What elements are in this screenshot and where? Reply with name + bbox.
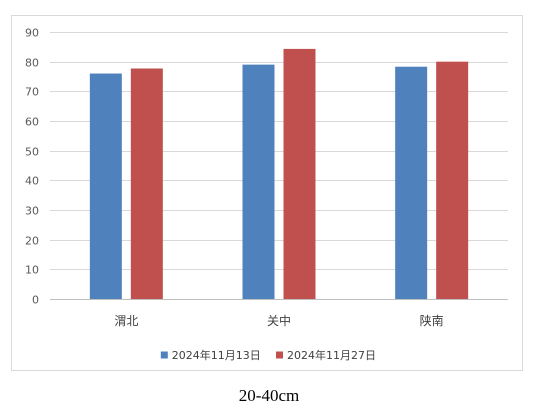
chart-caption: 20-40cm bbox=[238, 386, 300, 405]
bar-1-1 bbox=[89, 73, 122, 300]
legend: 2024年11月13日 2024年11月27日 bbox=[160, 348, 376, 362]
bar-1-2 bbox=[242, 64, 275, 299]
legend-label: 2024年11月13日 bbox=[172, 348, 261, 362]
y-tick-label: 50 bbox=[25, 146, 39, 159]
y-tick-label: 10 bbox=[25, 264, 39, 277]
y-tick-label: 30 bbox=[25, 205, 39, 218]
bars bbox=[89, 48, 469, 300]
bar-2-2 bbox=[283, 48, 316, 299]
bar-2-1 bbox=[130, 68, 163, 300]
x-category-label: 渭北 bbox=[114, 314, 138, 328]
legend-swatch bbox=[276, 351, 283, 359]
y-tick-label: 0 bbox=[32, 294, 39, 307]
y-tick-label: 70 bbox=[25, 86, 39, 99]
y-tick-label: 40 bbox=[25, 175, 39, 188]
gridlines bbox=[50, 32, 508, 300]
legend-swatch bbox=[160, 351, 168, 359]
y-tick-label: 20 bbox=[25, 235, 39, 248]
y-axis-ticks: 0 10 20 30 40 50 60 70 80 90 bbox=[25, 27, 39, 307]
bar-2-3 bbox=[436, 61, 469, 299]
x-category-label: 关中 bbox=[267, 313, 291, 328]
x-axis-categories: 渭北 关中 陕南 bbox=[114, 313, 443, 328]
y-tick-label: 60 bbox=[25, 116, 39, 129]
y-tick-label: 80 bbox=[25, 57, 39, 70]
legend-label: 2024年11月27日 bbox=[287, 348, 376, 362]
x-category-label: 陕南 bbox=[420, 313, 444, 328]
bar-1-3 bbox=[395, 66, 428, 300]
y-tick-label: 90 bbox=[25, 27, 39, 40]
